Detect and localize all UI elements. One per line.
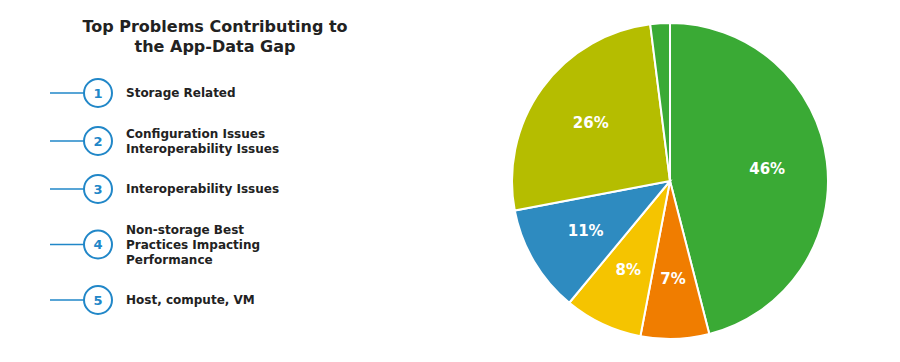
pie bbox=[512, 23, 828, 339]
data-label: 8% bbox=[616, 261, 641, 279]
title: Top Problems Contributing tothe App-Data… bbox=[82, 17, 347, 56]
number-circle bbox=[84, 79, 112, 107]
text-line: the App-Data Gap bbox=[135, 37, 296, 56]
item-text: Interoperability Issues bbox=[126, 182, 279, 196]
data-label: 7% bbox=[660, 270, 685, 288]
text-line: Interoperability Issues bbox=[126, 182, 279, 196]
text-line: Storage Related bbox=[126, 86, 236, 100]
slice bbox=[650, 23, 670, 181]
item-text: Host, compute, VM bbox=[126, 293, 255, 307]
chart: Top Problems Contributing tothe App-Data… bbox=[0, 0, 900, 362]
numbered-list: 1Storage Related2Configuration IssuesInt… bbox=[50, 79, 279, 314]
item-number: 2 bbox=[93, 134, 102, 149]
item-number: 3 bbox=[93, 182, 102, 197]
item-text: Non-storage BestPractices ImpactingPerfo… bbox=[126, 223, 260, 267]
slice bbox=[512, 24, 670, 210]
text-line: Top Problems Contributing to bbox=[82, 17, 347, 36]
connector bbox=[50, 299, 84, 300]
connector bbox=[50, 188, 84, 189]
number-circle bbox=[84, 127, 112, 155]
data-labels: 46% 7% 8% 11% 26% bbox=[568, 114, 785, 287]
text-line: Host, compute, VM bbox=[126, 293, 255, 307]
connector bbox=[50, 92, 84, 93]
number-circle bbox=[84, 175, 112, 203]
data-label: 11% bbox=[568, 222, 604, 240]
item-number: 5 bbox=[93, 293, 102, 308]
connector bbox=[50, 244, 84, 245]
item-number: 1 bbox=[93, 86, 102, 101]
number-circle bbox=[84, 231, 112, 259]
data-label: 26% bbox=[573, 114, 609, 132]
item-number: 4 bbox=[93, 237, 102, 252]
text-line: Practices Impacting bbox=[126, 238, 260, 252]
item-text: Configuration IssuesInteroperability Iss… bbox=[126, 127, 279, 156]
data-label: 46% bbox=[749, 160, 785, 178]
number-circle bbox=[84, 286, 112, 314]
text-line: Interoperability Issues bbox=[126, 142, 279, 156]
connector bbox=[50, 140, 84, 141]
text-line: Non-storage Best bbox=[126, 223, 244, 237]
item-text: Storage Related bbox=[126, 86, 236, 100]
text-line: Configuration Issues bbox=[126, 127, 265, 141]
text-line: Performance bbox=[126, 253, 213, 267]
